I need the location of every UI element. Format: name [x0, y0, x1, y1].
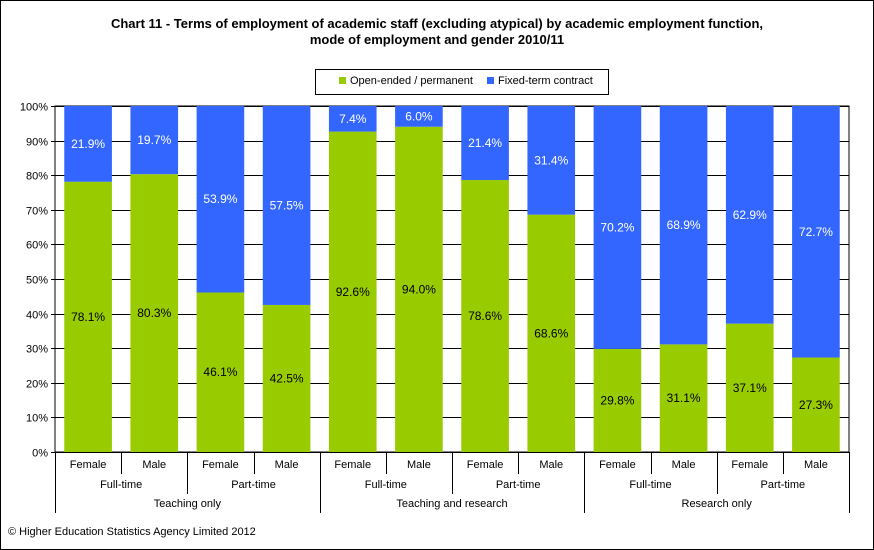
bar-open-ended	[659, 344, 708, 452]
data-label-fixed-term: 57.5%	[270, 198, 304, 212]
chart-legend: Open-ended / permanent Fixed-term contra…	[315, 69, 609, 95]
legend-swatch-open	[339, 77, 346, 84]
y-tick-label: 20%	[26, 379, 48, 391]
category-label: Female	[202, 459, 239, 471]
mode-label: Part-time	[231, 479, 276, 491]
data-label-fixed-term: 21.9%	[71, 137, 105, 151]
chart-title-line-1: Chart 11 - Terms of employment of academ…	[110, 16, 764, 31]
y-tick-label: 80%	[26, 171, 48, 183]
category-label: Male	[275, 459, 299, 471]
mode-label: Part-time	[761, 479, 806, 491]
mode-label: Part-time	[496, 479, 541, 491]
mode-label: Full-time	[629, 479, 671, 491]
bar-open-ended	[792, 357, 840, 452]
bar-fixed-term	[527, 106, 576, 215]
bar-fixed-term	[593, 106, 642, 349]
data-label-fixed-term: 21.4%	[468, 136, 502, 150]
y-tick-label: 40%	[26, 310, 48, 322]
bar-fixed-term	[461, 106, 509, 181]
data-label-open-ended: 80.3%	[137, 306, 171, 320]
bar-open-ended	[130, 174, 179, 453]
legend-label-fixed: Fixed-term contract	[498, 75, 593, 87]
y-tick-label: 50%	[26, 275, 48, 287]
y-tick-label: 70%	[26, 206, 48, 218]
legend-label-open: Open-ended / permanent	[350, 75, 473, 87]
data-label-open-ended: 94.0%	[402, 282, 436, 296]
y-tick-label: 100%	[20, 102, 48, 114]
category-label: Male	[407, 459, 431, 471]
bar-open-ended	[725, 323, 774, 452]
chart-title-line-2: mode of employment and gender 2010/11	[309, 32, 565, 47]
bar-open-ended	[461, 180, 509, 452]
bar-fixed-term	[395, 106, 443, 127]
legend-swatch-fixed	[487, 77, 494, 84]
category-label: Male	[142, 459, 166, 471]
data-label-open-ended: 42.5%	[270, 371, 304, 385]
bar-fixed-term	[262, 106, 311, 305]
bar-fixed-term	[792, 106, 840, 358]
data-label-open-ended: 68.6%	[534, 326, 568, 340]
category-label: Female	[467, 459, 504, 471]
category-label: Female	[334, 459, 371, 471]
data-label-open-ended: 92.6%	[336, 285, 370, 299]
function-label: Research only	[682, 498, 753, 510]
y-tick-label: 60%	[26, 240, 48, 252]
category-label: Female	[599, 459, 636, 471]
bar-open-ended	[64, 181, 112, 453]
mode-label: Full-time	[365, 479, 407, 491]
bar-open-ended	[328, 131, 377, 452]
y-tick-label: 10%	[26, 413, 48, 425]
category-label: Male	[804, 459, 828, 471]
y-tick-label: 0%	[32, 448, 48, 460]
function-label: Teaching and research	[396, 498, 507, 510]
function-label: Teaching only	[154, 498, 222, 510]
y-tick-label: 30%	[26, 344, 48, 356]
data-label-fixed-term: 70.2%	[600, 220, 634, 234]
bar-open-ended	[527, 214, 576, 452]
bar-fixed-term	[196, 106, 245, 293]
category-label: Female	[70, 459, 107, 471]
data-label-fixed-term: 68.9%	[667, 218, 701, 232]
data-label-open-ended: 27.3%	[799, 398, 833, 412]
data-label-open-ended: 78.6%	[468, 309, 502, 323]
mode-label: Full-time	[100, 479, 142, 491]
bar-open-ended	[196, 292, 245, 452]
bar-fixed-term	[725, 106, 774, 324]
category-label: Male	[539, 459, 563, 471]
data-label-fixed-term: 62.9%	[733, 208, 767, 222]
data-label-fixed-term: 53.9%	[203, 192, 237, 206]
data-label-open-ended: 46.1%	[203, 365, 237, 379]
data-label-fixed-term: 7.4%	[339, 112, 367, 126]
bar-open-ended	[395, 126, 443, 452]
chart-title: Chart 11 - Terms of employment of academ…	[0, 16, 874, 48]
copyright-footer: © Higher Education Statistics Agency Lim…	[8, 526, 256, 538]
data-label-fixed-term: 31.4%	[534, 153, 568, 167]
bar-fixed-term	[130, 106, 179, 175]
bar-open-ended	[593, 348, 642, 452]
legend-entry-open: Open-ended / permanent	[339, 75, 473, 87]
legend-entry-fixed: Fixed-term contract	[487, 75, 593, 87]
data-label-fixed-term: 19.7%	[137, 133, 171, 147]
bar-fixed-term	[64, 106, 112, 182]
bar-fixed-term	[659, 106, 708, 345]
data-label-open-ended: 31.1%	[667, 391, 701, 405]
data-label-open-ended: 37.1%	[733, 381, 767, 395]
bar-fixed-term	[328, 106, 377, 132]
bar-open-ended	[262, 304, 311, 452]
data-label-fixed-term: 6.0%	[405, 109, 433, 123]
data-label-open-ended: 29.8%	[600, 393, 634, 407]
category-label: Female	[731, 459, 768, 471]
category-label: Male	[672, 459, 696, 471]
data-label-fixed-term: 72.7%	[799, 225, 833, 239]
data-label-open-ended: 78.1%	[71, 310, 105, 324]
y-tick-label: 90%	[26, 137, 48, 149]
